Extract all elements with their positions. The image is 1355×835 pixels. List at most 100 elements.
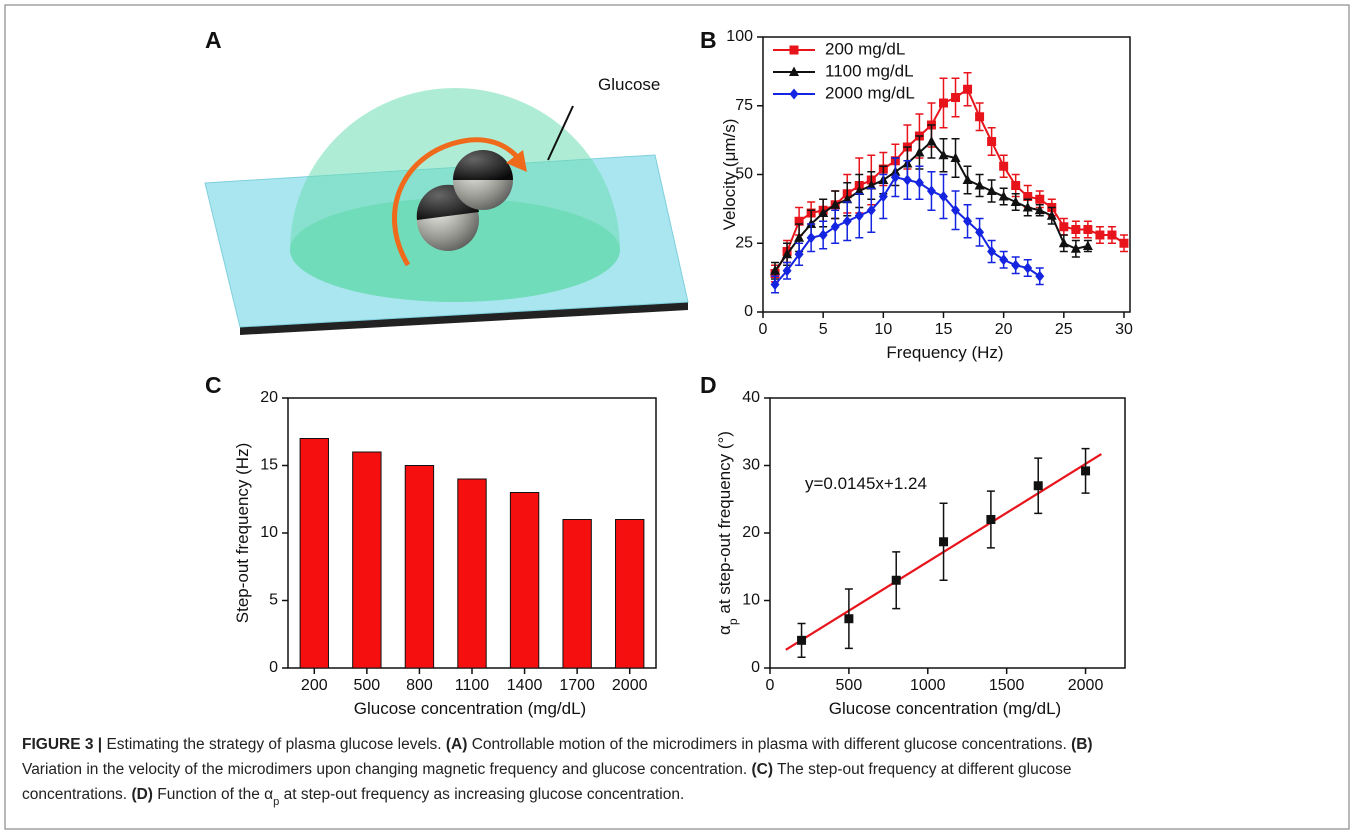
bar [404, 465, 435, 669]
bar [457, 478, 487, 669]
y-axis-label: Velocity (μm/s) [720, 119, 739, 231]
x-tick-label: 20 [995, 321, 1013, 338]
marker [1058, 237, 1069, 248]
text-run: (A) [446, 736, 468, 753]
figure-frame [4, 4, 1350, 830]
y-tick-label: 100 [726, 28, 753, 45]
panel-label: A [205, 27, 222, 53]
marker [999, 254, 1009, 266]
x-tick-label: 1000 [910, 677, 946, 694]
text-run: FIGURE 3 | [22, 736, 102, 753]
panel-label: D [700, 372, 717, 398]
text-run: The step-out frequency at different gluc… [773, 761, 1071, 778]
marker [987, 246, 997, 257]
marker [1082, 240, 1093, 250]
text-run: Function of the [153, 786, 264, 803]
marker [789, 88, 799, 100]
x-tick-label: 500 [836, 677, 863, 694]
caption-line: Variation in the velocity of the microdi… [22, 761, 1071, 778]
text-run: concentrations. [22, 786, 131, 803]
marker [842, 193, 853, 204]
x-tick-label: 1100 [455, 677, 490, 694]
marker [866, 204, 876, 216]
marker [1095, 230, 1105, 240]
y-axis-label: Step-out frequency (Hz) [233, 443, 252, 623]
marker [938, 98, 948, 108]
marker [794, 232, 805, 242]
x-tick-label: 15 [935, 321, 953, 338]
marker [950, 152, 961, 162]
marker [818, 207, 829, 217]
marker [974, 180, 985, 190]
x-tick-label: 10 [874, 321, 892, 338]
x-tick-label: 200 [301, 677, 328, 694]
marker [1119, 238, 1129, 248]
marker [794, 248, 804, 260]
marker [891, 575, 901, 585]
x-tick-label: 500 [354, 677, 381, 694]
marker [902, 174, 912, 186]
marker [938, 149, 949, 160]
marker [1010, 196, 1021, 206]
marker [938, 191, 948, 202]
text-run: Variation in the velocity of the microdi… [22, 761, 752, 778]
marker [1023, 262, 1033, 274]
x-tick-label: 1700 [559, 677, 595, 694]
marker [1081, 466, 1091, 476]
y-axis-label: αp at step-out frequency (°) [715, 431, 740, 635]
marker [963, 215, 973, 227]
text-run: α [715, 625, 734, 635]
marker [878, 191, 888, 202]
marker [770, 265, 781, 275]
marker [1011, 181, 1021, 190]
panel-label: B [700, 27, 717, 53]
marker [1022, 202, 1033, 212]
x-axis-label: Frequency (Hz) [886, 343, 1003, 362]
x-tick-label: 1400 [507, 677, 543, 694]
marker [797, 635, 807, 645]
marker [1023, 192, 1033, 201]
marker [963, 84, 973, 94]
caption-line: FIGURE 3 | Estimating the strategy of pl… [22, 736, 1093, 753]
marker [939, 537, 949, 547]
marker [1083, 225, 1093, 234]
marker [1071, 225, 1081, 234]
y-tick-label: 20 [260, 389, 278, 406]
marker [794, 216, 804, 226]
arrow-head [506, 150, 527, 172]
y-tick-label: 20 [742, 524, 760, 541]
legend-label: 200 mg/dL [825, 39, 905, 58]
y-tick-label: 0 [744, 303, 753, 320]
marker [782, 265, 792, 277]
bar [562, 519, 592, 669]
marker [818, 229, 828, 241]
marker [866, 180, 877, 190]
marker [782, 248, 793, 259]
slab-edge [240, 302, 688, 335]
x-tick-label: 0 [766, 677, 775, 694]
marker [926, 136, 937, 146]
y-tick-label: 30 [742, 457, 760, 474]
sphere-cap [453, 150, 513, 180]
marker [998, 191, 1009, 201]
y-tick-label: 50 [735, 166, 753, 183]
text-run: Controllable motion of the microdimers i… [467, 736, 1071, 753]
marker [1059, 222, 1069, 232]
text-run: (C) [752, 761, 774, 778]
marker [1035, 194, 1045, 204]
y-tick-label: 15 [260, 457, 278, 474]
y-tick-label: 10 [742, 592, 760, 609]
text-run: (B) [1071, 736, 1093, 753]
marker [1035, 270, 1045, 282]
rotation-arrow [392, 137, 522, 267]
y-tick-label: 0 [751, 659, 760, 676]
caption-line: concentrations. (D) Function of the αp a… [22, 786, 684, 808]
marker [975, 226, 985, 238]
marker [1034, 204, 1045, 215]
marker [854, 210, 864, 222]
x-tick-label: 2000 [1068, 677, 1104, 694]
marker [1070, 243, 1081, 253]
marker [999, 161, 1009, 171]
y-tick-label: 75 [735, 97, 753, 114]
